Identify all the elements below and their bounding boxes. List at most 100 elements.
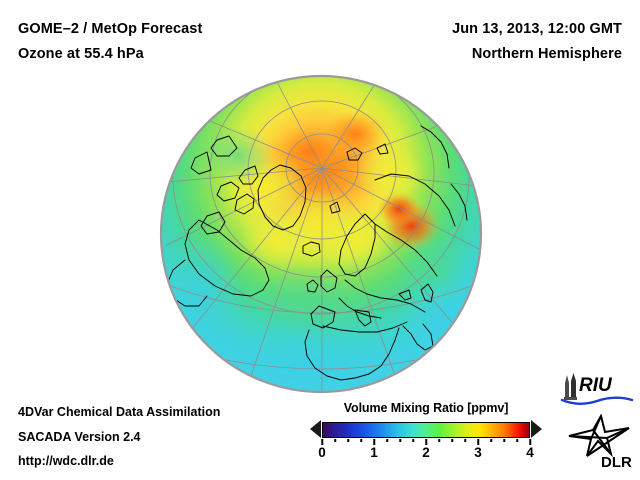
dlr-logo: DLR xyxy=(567,413,635,471)
coast-caspian-sea xyxy=(420,283,434,303)
dlr-mark-icon xyxy=(568,413,630,458)
colorbar-minor-tick xyxy=(347,439,349,442)
meridian-345 xyxy=(250,167,323,377)
colorbar-tick-label: 2 xyxy=(422,445,430,460)
coast-novaya-zemlya xyxy=(329,201,341,214)
colorbar: Volume Mixing Ratio [ppmv] 0 1 2 3 4 xyxy=(310,401,542,460)
coast-africa-east xyxy=(354,327,400,379)
coast-siberia-north xyxy=(374,173,456,227)
colorbar-minor-tick xyxy=(503,439,505,442)
colorbar-minor-tick xyxy=(490,439,492,442)
riu-logo-svg: RIU xyxy=(560,373,634,405)
colorbar-major-tick xyxy=(477,439,479,445)
colorbar-major-tick xyxy=(373,439,375,445)
coast-great-britain xyxy=(320,269,338,293)
riu-wave-icon xyxy=(560,396,634,405)
colorbar-major-tick xyxy=(425,439,427,445)
coast-north-america xyxy=(184,219,270,297)
footer-text: 4DVar Chemical Data Assimilation SACADA … xyxy=(18,400,220,474)
coast-iberia xyxy=(310,305,336,329)
colorbar-extend-low-arrow xyxy=(310,420,321,438)
coast-bering xyxy=(190,151,212,175)
hemisphere-label: Northern Hemisphere xyxy=(471,46,622,62)
meridian-180 xyxy=(321,83,376,169)
riu-spires-icon xyxy=(564,373,577,400)
colorbar-tick-label: 3 xyxy=(474,445,482,460)
colorbar-ticks xyxy=(321,439,531,445)
parallel-30N xyxy=(172,76,470,315)
coast-greenland xyxy=(257,164,307,231)
footer-line-url[interactable]: http://wdc.dlr.de xyxy=(18,454,114,468)
ozone-blob-arctic-north xyxy=(322,110,388,158)
coast-black-sea xyxy=(398,289,412,301)
coast-banks xyxy=(200,211,226,235)
meridian-090 xyxy=(321,167,481,251)
header-right: Jun 13, 2013, 12:00 GMT Northern Hemisph… xyxy=(452,17,622,67)
forecast-datetime: Jun 13, 2013, 12:00 GMT xyxy=(452,21,622,37)
meridian-060 xyxy=(321,167,456,327)
ozone-blob-europe xyxy=(253,265,365,333)
coast-arabia xyxy=(402,323,434,351)
coast-baffin xyxy=(216,181,240,202)
meridian-300 xyxy=(164,167,323,247)
ozone-field xyxy=(161,76,481,392)
colorbar-minor-tick xyxy=(516,439,518,442)
coast-siberia-inner xyxy=(374,223,438,277)
colorbar-minor-tick xyxy=(399,439,401,442)
colorbar-tick-label: 4 xyxy=(526,445,534,460)
coast-italy xyxy=(354,309,372,327)
coast-ireland xyxy=(306,279,319,293)
page-subtitle: Ozone at 55.4 hPa xyxy=(18,46,144,62)
header-left: GOME–2 / MetOp Forecast Ozone at 55.4 hP… xyxy=(18,17,202,67)
coast-europe-south xyxy=(344,279,426,313)
colorbar-minor-tick xyxy=(386,439,388,442)
footer-line-version: SACADA Version 2.4 xyxy=(18,429,141,444)
riu-logo: RIU xyxy=(559,371,635,407)
colorbar-minor-tick xyxy=(360,439,362,442)
coast-mediterranean-north xyxy=(338,297,382,319)
colorbar-minor-tick xyxy=(464,439,466,442)
riu-wordmark: RIU xyxy=(579,375,613,396)
dlr-logo-svg: DLR xyxy=(568,413,632,471)
colorbar-gradient xyxy=(323,422,529,437)
meridian-270 xyxy=(166,167,323,183)
dlr-wordmark: DLR xyxy=(601,454,632,470)
colorbar-minor-tick xyxy=(451,439,453,442)
meridian-120 xyxy=(321,167,478,187)
colorbar-minor-tick xyxy=(334,439,336,442)
globe-map xyxy=(159,74,483,394)
globe-svg xyxy=(159,74,483,394)
globe-limb-outline xyxy=(159,74,483,394)
ozone-blob-mid-arctic xyxy=(273,188,365,260)
coast-victoria xyxy=(234,193,255,215)
colorbar-title: Volume Mixing Ratio [ppmv] xyxy=(343,401,509,415)
coast-svalbard xyxy=(346,147,363,161)
colorbar-row: 0 1 2 3 4 xyxy=(310,420,542,460)
colorbar-major-tick xyxy=(321,439,323,445)
meridian-030 xyxy=(321,167,396,377)
colorbar-minor-tick xyxy=(412,439,414,442)
ozone-blob-subtropics xyxy=(223,320,395,392)
page-title: GOME–2 / MetOp Forecast xyxy=(18,21,203,37)
colorbar-major-tick xyxy=(529,439,531,445)
footer-line-method: 4DVar Chemical Data Assimilation xyxy=(18,405,221,419)
colorbar-tick-label: 1 xyxy=(370,445,378,460)
coast-franz-josef xyxy=(376,143,389,155)
coast-africa-north xyxy=(322,321,408,333)
coast-ellesmere xyxy=(238,165,259,185)
coastlines xyxy=(166,125,468,381)
coast-scandinavia xyxy=(338,213,376,277)
colorbar-tick-labels: 0 1 2 3 4 xyxy=(318,445,534,463)
coast-kamchatka xyxy=(450,183,468,221)
coast-iceland xyxy=(302,241,321,257)
meridian-210 xyxy=(276,81,323,169)
colorbar-tick-label: 0 xyxy=(318,445,326,460)
coast-chukotka xyxy=(420,125,450,169)
colorbar-extend-high-arrow xyxy=(531,420,542,438)
coast-africa-west xyxy=(304,329,356,381)
colorbar-minor-tick xyxy=(438,439,440,442)
coast-alaska xyxy=(210,135,238,157)
colorbar-bar xyxy=(322,421,530,438)
meridian-330 xyxy=(190,167,323,331)
meridian-240 xyxy=(202,117,323,169)
